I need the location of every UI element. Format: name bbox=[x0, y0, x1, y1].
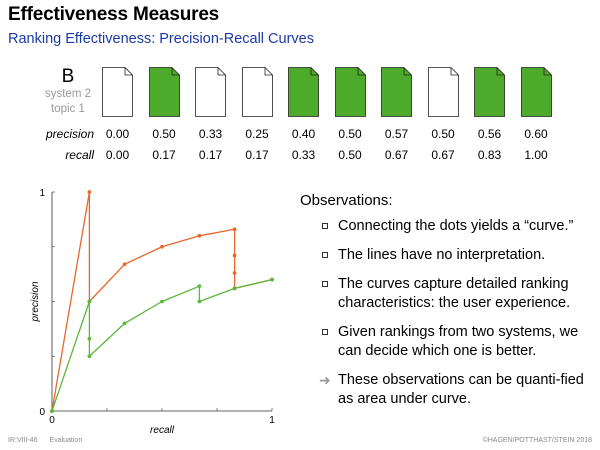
data-point bbox=[197, 299, 202, 304]
observation-text: The lines have no interpretation. bbox=[338, 247, 546, 263]
recall-value: 0.67 bbox=[384, 148, 409, 162]
x-tick-label: 1 bbox=[269, 415, 275, 426]
observation-text: The curves capture detailed ranking char… bbox=[338, 276, 571, 311]
square-bullet-icon bbox=[322, 223, 328, 229]
square-bullet-icon bbox=[322, 252, 328, 258]
nonrelevant-document-icon bbox=[195, 67, 226, 117]
pr-chart-svg: 0 1 0 1 recall precision bbox=[30, 188, 275, 436]
recall-value: 0.17 bbox=[198, 148, 223, 162]
relevant-document-icon bbox=[474, 67, 505, 117]
precision-row-label: precision bbox=[45, 127, 94, 141]
system-label: system 2 bbox=[44, 88, 91, 100]
relevant-document-icon bbox=[148, 67, 180, 117]
nonrelevant-document-icon bbox=[241, 67, 273, 117]
relevant-document-icon bbox=[334, 67, 366, 117]
data-point bbox=[232, 227, 237, 232]
recall-row-label: recall bbox=[65, 148, 94, 162]
data-point bbox=[197, 284, 202, 289]
square-bullet-icon bbox=[322, 329, 328, 335]
recall-value: 1.00 bbox=[524, 148, 548, 162]
precision-value: 0.40 bbox=[291, 127, 316, 141]
nonrelevant-document-icon bbox=[427, 67, 459, 117]
slide-title: Effectiveness Measures bbox=[8, 4, 220, 25]
conclusion-text: These observations can be quanti-fied as… bbox=[338, 372, 584, 407]
series-line-2 bbox=[51, 278, 273, 412]
y-tick-label: 1 bbox=[39, 188, 45, 199]
data-point bbox=[232, 271, 237, 275]
square-bullet-icon bbox=[322, 281, 328, 287]
observation-item: The lines have no interpretation. bbox=[300, 246, 595, 265]
topic-label: topic 1 bbox=[51, 103, 85, 115]
observations-title: Observations: bbox=[300, 192, 393, 209]
recall-value: 0.67 bbox=[431, 148, 455, 162]
data-point bbox=[87, 336, 92, 341]
data-point bbox=[160, 244, 164, 249]
observation-item: Connecting the dots yields a “curve.” bbox=[300, 217, 595, 236]
data-point bbox=[87, 299, 92, 304]
x-axis-label: recall bbox=[150, 425, 175, 436]
observation-text: Connecting the dots yields a “curve.” bbox=[338, 218, 574, 234]
data-point bbox=[87, 190, 92, 194]
recall-value: 0.17 bbox=[245, 148, 269, 162]
observation-item: Given rankings from two systems, we can … bbox=[300, 323, 595, 361]
y-tick-label: 0 bbox=[39, 407, 45, 418]
data-point bbox=[160, 299, 164, 304]
data-point bbox=[122, 262, 127, 267]
precision-value: 0.33 bbox=[198, 127, 223, 141]
nonrelevant-document-icon bbox=[102, 67, 133, 117]
observation-item: The curves capture detailed ranking char… bbox=[300, 275, 595, 313]
observation-conclusion: ➜ These observations can be quanti-fied … bbox=[300, 371, 595, 409]
data-point bbox=[232, 253, 237, 258]
precision-value: 0.25 bbox=[245, 127, 269, 141]
precision-value: 0.56 bbox=[477, 127, 502, 141]
data-point bbox=[87, 354, 92, 359]
data-point bbox=[270, 277, 274, 282]
section-name: Evaluation bbox=[49, 437, 83, 444]
footer-left: IR:VIII-46 Evaluation bbox=[8, 437, 92, 444]
recall-value: 0.33 bbox=[291, 148, 316, 162]
recall-value: 0.50 bbox=[338, 148, 362, 162]
relevant-document-icon bbox=[288, 67, 319, 117]
recall-value: 0.00 bbox=[105, 148, 130, 162]
data-point bbox=[50, 409, 54, 413]
precision-value: 0.50 bbox=[152, 127, 176, 141]
precision-value: 0.50 bbox=[338, 127, 362, 141]
precision-value: 0.00 bbox=[105, 127, 130, 141]
observation-text: Given rankings from two systems, we can … bbox=[338, 324, 579, 359]
data-point bbox=[122, 321, 127, 326]
precision-value: 0.60 bbox=[524, 127, 548, 141]
arrow-right-icon: ➜ bbox=[319, 372, 331, 388]
slide-subtitle: Ranking Effectiveness: Precision-Recall … bbox=[8, 31, 314, 47]
recall-value: 0.83 bbox=[477, 148, 502, 162]
precision-value: 0.50 bbox=[431, 127, 455, 141]
y-axis-label: precision bbox=[30, 281, 41, 322]
relevant-document-icon bbox=[381, 67, 412, 117]
system-name: B bbox=[61, 66, 75, 87]
copyright: ©HAGEN/POTTHAST/STEIN 2018 bbox=[482, 437, 592, 444]
x-tick-label: 0 bbox=[49, 415, 55, 426]
data-point bbox=[197, 233, 202, 238]
pr-chart: 0 1 0 1 recall precision bbox=[0, 180, 290, 440]
precision-value: 0.57 bbox=[384, 127, 409, 141]
slide-id: IR:VIII-46 bbox=[8, 437, 38, 444]
data-point bbox=[232, 286, 237, 291]
recall-value: 0.17 bbox=[152, 148, 176, 162]
observations-list: Connecting the dots yields a “curve.” Th… bbox=[300, 217, 595, 419]
relevant-document-icon bbox=[520, 67, 552, 117]
